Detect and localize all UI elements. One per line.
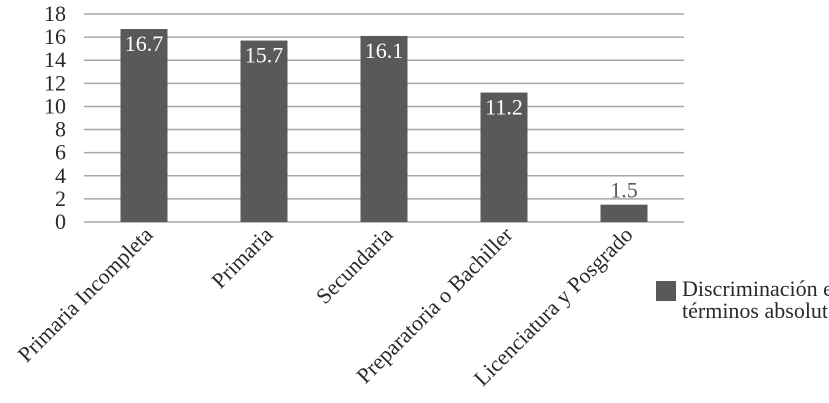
x-tick-label: Secundaria <box>311 222 398 309</box>
y-tick-label: 2 <box>55 186 66 211</box>
x-tick-label: Primaria Incompleta <box>12 222 157 367</box>
bar <box>120 29 168 223</box>
y-tick-label: 12 <box>44 70 66 95</box>
y-tick-label: 14 <box>44 47 66 72</box>
x-axis: Primaria Incompleta Primaria SecundariaPre… <box>12 221 637 390</box>
data-label: 15.7 <box>245 43 284 68</box>
y-tick-label: 0 <box>55 209 66 234</box>
bar <box>240 40 288 223</box>
y-tick-label: 8 <box>55 117 66 142</box>
y-tick-label: 10 <box>44 93 66 118</box>
y-tick-label: 18 <box>44 1 66 26</box>
y-tick-label: 16 <box>44 24 66 49</box>
x-tick-label: Primaria <box>206 222 277 293</box>
data-labels: 16.7 15.7 16.1 11.2 1.5 <box>125 31 638 203</box>
data-label: 16.1 <box>365 38 404 63</box>
legend: Discriminación en términos absolutos <box>656 278 829 322</box>
legend-swatch <box>656 281 676 301</box>
bar <box>360 35 408 223</box>
bar <box>480 92 528 222</box>
y-tick-label: 6 <box>55 140 66 165</box>
bar <box>600 204 648 222</box>
data-label: 11.2 <box>485 95 523 120</box>
data-label: 1.5 <box>610 178 638 203</box>
bars <box>120 29 648 223</box>
legend-label: Discriminación en términos absolutos <box>682 276 829 323</box>
y-tick-label: 4 <box>55 163 66 188</box>
data-label: 16.7 <box>125 31 164 56</box>
